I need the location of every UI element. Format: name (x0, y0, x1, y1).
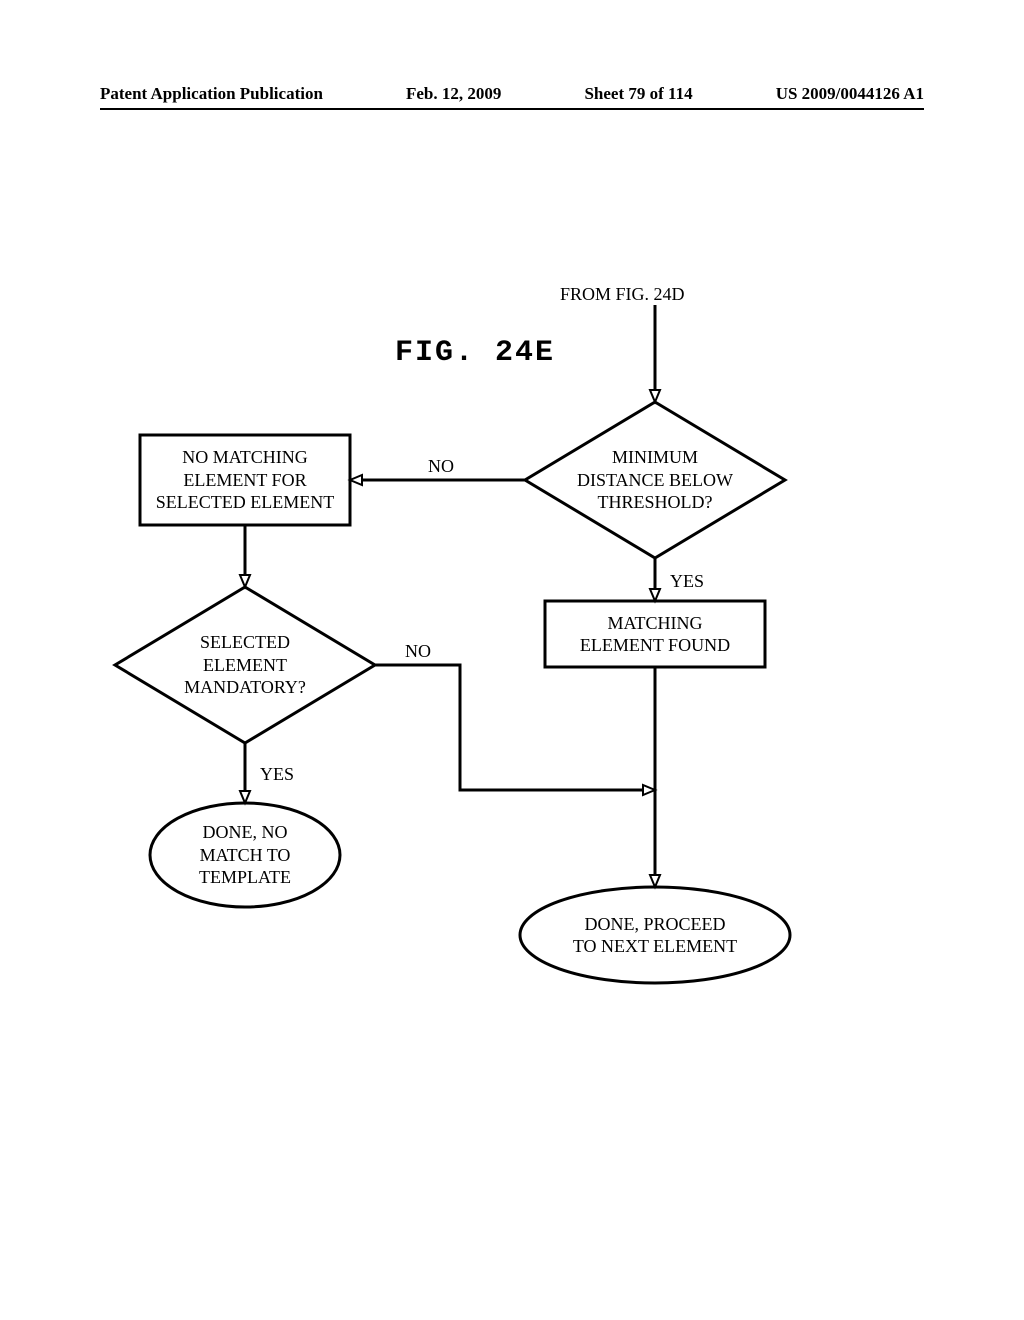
flowchart-canvas (0, 0, 1024, 1320)
node-label: DONE, NO MATCH TO TEMPLATE (199, 821, 291, 889)
node-label: SELECTED ELEMENT MANDATORY? (184, 631, 306, 699)
entry-label: FROM FIG. 24D (560, 283, 685, 306)
edge-label: YES (670, 570, 704, 593)
node-label: MATCHING ELEMENT FOUND (580, 612, 730, 657)
node-label: NO MATCHING ELEMENT FOR SELECTED ELEMENT (156, 446, 334, 514)
edge-label: YES (260, 763, 294, 786)
node-label: MINIMUM DISTANCE BELOW THRESHOLD? (577, 446, 733, 514)
figure-title: FIG. 24E (395, 335, 555, 373)
edge-label: NO (405, 640, 431, 663)
edge-label: NO (428, 455, 454, 478)
node-label: DONE, PROCEED TO NEXT ELEMENT (573, 913, 737, 958)
